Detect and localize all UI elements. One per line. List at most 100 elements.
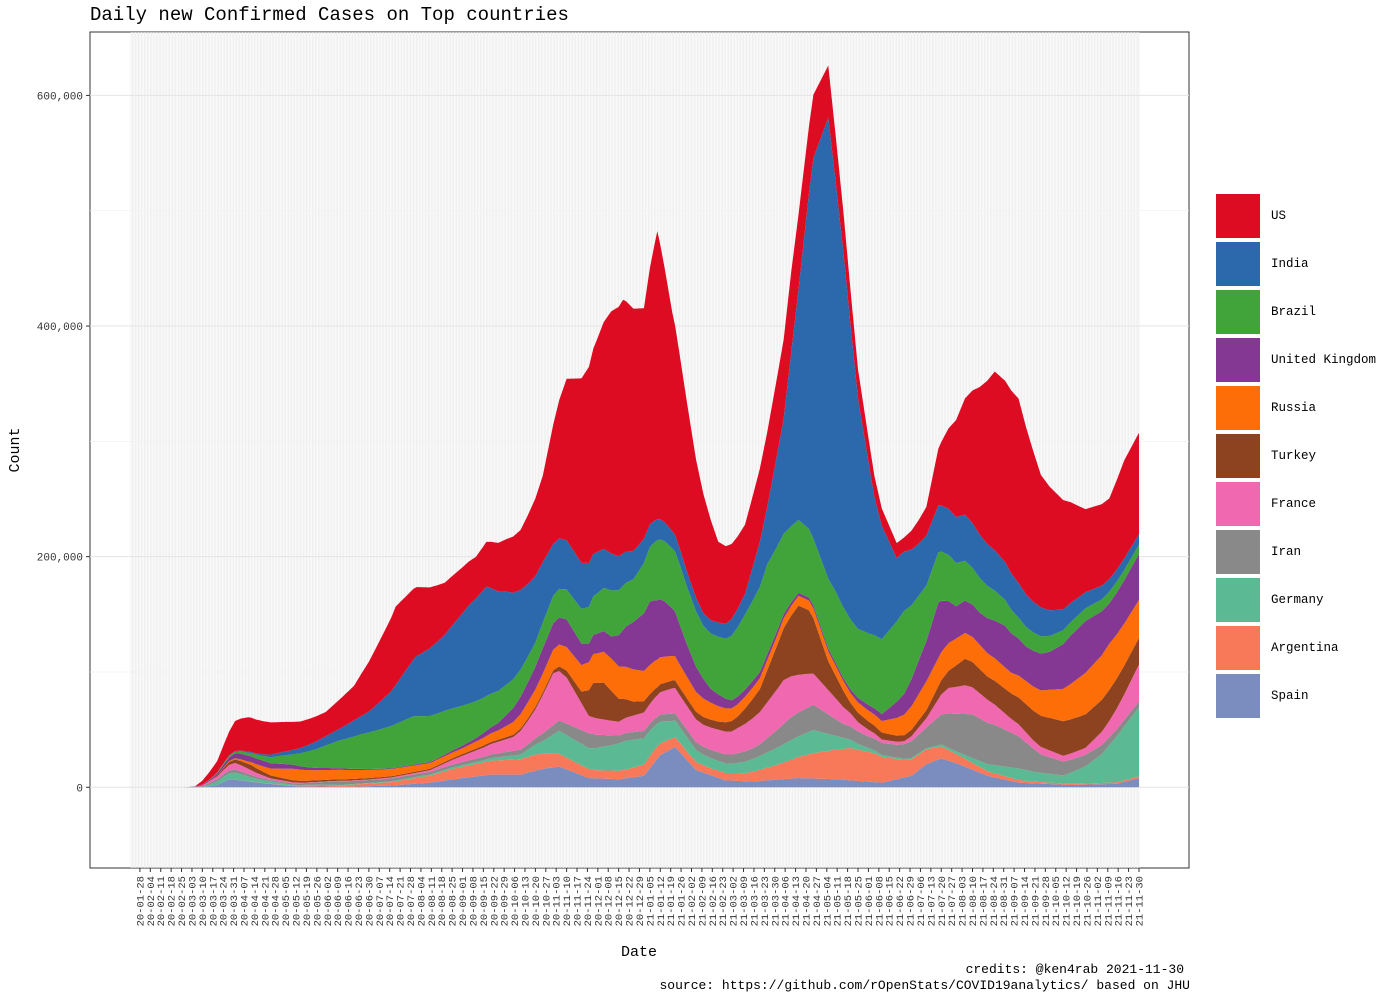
- x-tick-label: 21-06-22: [895, 876, 907, 926]
- legend-swatch: [1216, 482, 1260, 526]
- x-tick-label: 20-05-26: [312, 876, 324, 926]
- x-tick-label: 20-06-02: [323, 876, 335, 926]
- x-tick-label: 21-07-06: [916, 876, 928, 926]
- x-tick-label: 20-11-24: [583, 876, 595, 926]
- legend-swatch: [1216, 434, 1260, 478]
- x-tick-label: 20-02-11: [156, 876, 168, 926]
- x-tick-label: 20-02-25: [177, 876, 189, 926]
- x-tick-label: 21-11-02: [1093, 876, 1105, 926]
- x-tick-label: 20-07-07: [375, 876, 387, 926]
- series-area-iran: [131, 701, 1139, 788]
- legend-label: Russia: [1271, 401, 1317, 415]
- x-tick-label: 20-06-30: [364, 876, 376, 926]
- x-tick-label: 21-05-25: [854, 876, 866, 926]
- x-tick-label: 20-10-27: [541, 876, 553, 926]
- x-tick-label: 20-10-13: [520, 876, 532, 926]
- legend-item-argentina: Argentina: [1216, 624, 1376, 672]
- series-area-turkey: [131, 605, 1139, 788]
- x-tick-label: 21-08-03: [958, 876, 970, 926]
- legend-item-spain: Spain: [1216, 672, 1376, 720]
- axis-layer: 0200,000400,000600,00020-01-2820-02-0420…: [37, 91, 1147, 926]
- x-tick-label: 20-03-10: [198, 876, 210, 926]
- x-tick-label: 21-07-13: [926, 876, 938, 926]
- legend-item-united-kingdom: United Kingdom: [1216, 336, 1376, 384]
- x-tick-label: 21-01-05: [645, 876, 657, 926]
- x-tick-label: 21-09-07: [1010, 876, 1022, 926]
- x-tick-label: 21-01-19: [666, 876, 678, 926]
- legend-swatch: [1216, 338, 1260, 382]
- x-tick-label: 21-11-23: [1124, 876, 1136, 926]
- y-tick-label: 0: [76, 783, 83, 795]
- legend-label: Argentina: [1271, 641, 1339, 655]
- x-tick-label: 21-07-27: [947, 876, 959, 926]
- x-tick-label: 20-08-04: [416, 876, 428, 926]
- x-tick-label: 21-06-01: [864, 876, 876, 926]
- series-area-us: [131, 65, 1139, 788]
- x-tick-label: 20-03-24: [219, 876, 231, 926]
- x-tick-label: 20-11-03: [552, 876, 564, 926]
- x-tick-label: 21-05-18: [843, 876, 855, 926]
- legend-swatch: [1216, 674, 1260, 718]
- x-tick-label: 20-12-01: [593, 876, 605, 926]
- x-tick-label: 20-06-16: [344, 876, 356, 926]
- x-tick-label: 20-08-25: [448, 876, 460, 926]
- legend-swatch: [1216, 242, 1260, 286]
- x-tick-label: 21-08-24: [989, 876, 1001, 926]
- x-tick-label: 20-04-21: [260, 876, 272, 926]
- legend-label: Turkey: [1271, 449, 1317, 463]
- x-tick-label: 20-12-08: [604, 876, 616, 926]
- legend-label: Germany: [1271, 593, 1324, 607]
- x-tick-label: 20-11-10: [562, 876, 574, 926]
- series-area-spain: [131, 746, 1139, 788]
- legend-label: United Kingdom: [1271, 353, 1377, 367]
- x-tick-label: 20-09-29: [500, 876, 512, 926]
- legend-label: Iran: [1271, 545, 1302, 559]
- legend-item-iran: Iran: [1216, 528, 1376, 576]
- y-tick-label: 200,000: [37, 553, 83, 565]
- x-tick-label: 20-04-07: [239, 876, 251, 926]
- series-area-india: [131, 117, 1139, 788]
- x-axis-title: Date: [621, 944, 657, 961]
- x-tick-label: 21-05-04: [822, 876, 834, 926]
- x-tick-label: 21-10-05: [1051, 876, 1063, 926]
- x-tick-label: 21-08-17: [978, 876, 990, 926]
- x-tick-label: 20-04-14: [250, 876, 262, 926]
- x-tick-label: 21-10-12: [1062, 876, 1074, 926]
- legend-label: Brazil: [1271, 305, 1317, 319]
- x-tick-label: 20-11-17: [573, 876, 585, 926]
- x-tick-label: 21-09-28: [1041, 876, 1053, 926]
- x-tick-label: 20-02-04: [146, 876, 158, 926]
- x-tick-label: 20-12-15: [614, 876, 626, 926]
- x-tick-label: 21-02-09: [697, 876, 709, 926]
- legend-swatch: [1216, 578, 1260, 622]
- chart-title: Daily new Confirmed Cases on Top countri…: [90, 4, 569, 26]
- legend-label: India: [1271, 257, 1309, 271]
- x-tick-label: 21-06-08: [874, 876, 886, 926]
- x-tick-label: 20-07-21: [396, 876, 408, 926]
- x-tick-label: 20-05-05: [281, 876, 293, 926]
- x-tick-label: 21-03-16: [749, 876, 761, 926]
- legend-label: US: [1271, 209, 1287, 223]
- x-tick-label: 21-10-26: [1082, 876, 1094, 926]
- area-layer: [131, 65, 1139, 788]
- x-tick-label: 21-09-14: [1020, 876, 1032, 926]
- series-area-france: [131, 664, 1139, 788]
- x-tick-label: 20-07-28: [406, 876, 418, 926]
- x-tick-label: 21-04-13: [791, 876, 803, 926]
- x-tick-label: 21-03-30: [770, 876, 782, 926]
- y-axis-title: Count: [7, 427, 24, 472]
- x-tick-label: 20-02-18: [167, 876, 179, 926]
- x-tick-label: 20-10-06: [510, 876, 522, 926]
- source-line: source: https://github.com/rOpenStats/CO…: [659, 978, 1191, 993]
- x-tick-label: 21-03-02: [729, 876, 741, 926]
- x-tick-label: 21-08-10: [968, 876, 980, 926]
- x-tick-label: 21-05-11: [833, 876, 845, 926]
- x-tick-label: 21-04-20: [801, 876, 813, 926]
- x-tick-label: 20-09-22: [489, 876, 501, 926]
- x-tick-label: 20-09-01: [458, 876, 470, 926]
- x-tick-label: 21-11-30: [1135, 876, 1147, 926]
- x-tick-label: 21-11-16: [1114, 876, 1126, 926]
- legend-label: France: [1271, 497, 1317, 511]
- credits-line: credits: @ken4rab 2021-11-30: [965, 962, 1184, 977]
